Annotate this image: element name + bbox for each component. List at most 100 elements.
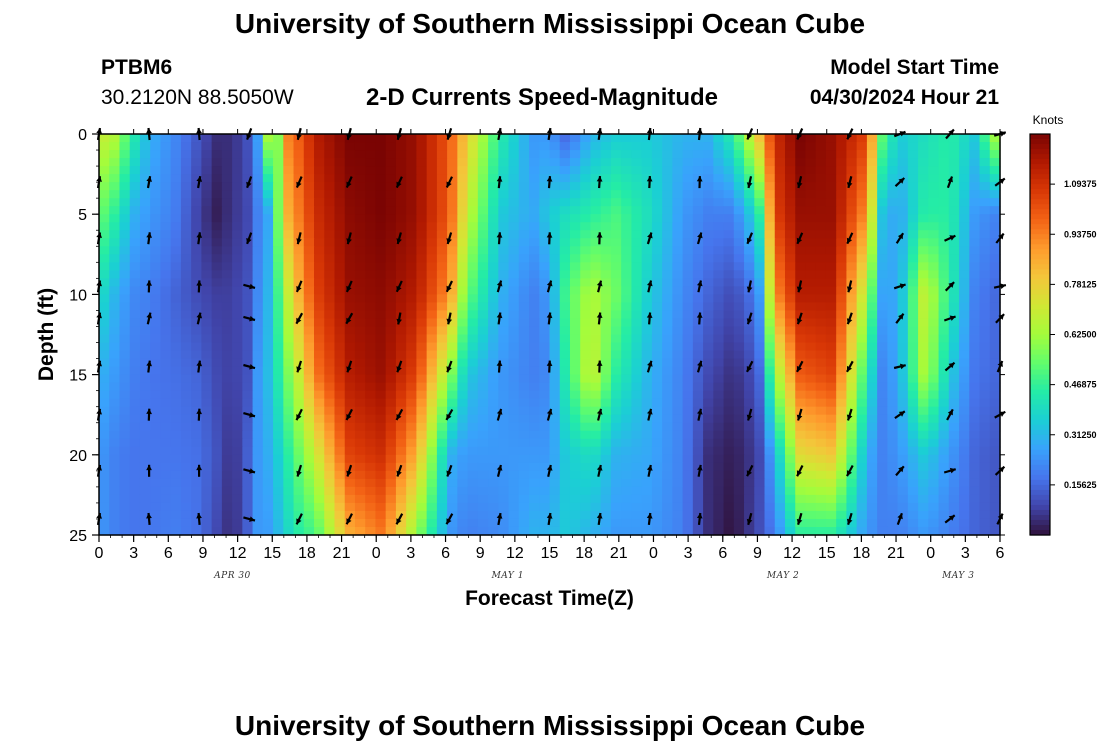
heatmap-cell [795, 326, 807, 336]
heatmap-cell [365, 182, 377, 191]
heatmap-cell [160, 150, 172, 159]
heatmap-cell [191, 446, 202, 456]
heatmap-cell [160, 222, 172, 231]
heatmap-cell [610, 310, 622, 320]
heatmap-cell [569, 358, 581, 368]
heatmap-cell [907, 334, 919, 344]
heatmap-cell [211, 318, 223, 328]
heatmap-cell [938, 198, 950, 207]
heatmap-cell [293, 166, 305, 175]
heatmap-cell [846, 182, 858, 191]
heatmap-cell [283, 478, 295, 488]
heatmap-cell [744, 206, 755, 215]
heatmap-cell [948, 270, 960, 279]
heatmap-cell [314, 222, 325, 231]
heatmap-cell [232, 246, 243, 255]
heatmap-cell [928, 206, 940, 215]
heatmap-cell [948, 494, 960, 504]
heatmap-cell [170, 494, 182, 504]
heatmap-cell [426, 286, 438, 295]
heatmap-cell [191, 190, 202, 199]
heatmap-cell [969, 182, 981, 191]
heatmap-cell [641, 198, 653, 207]
heatmap-cell [201, 198, 213, 207]
heatmap-cell [989, 174, 1001, 183]
heatmap-cell [887, 510, 899, 520]
heatmap-cell [600, 334, 612, 344]
arrow-head [496, 128, 503, 134]
heatmap-cell [375, 406, 387, 416]
heatmap-cell [938, 406, 950, 416]
heatmap-cell [211, 382, 223, 392]
heatmap-cell [139, 502, 151, 512]
heatmap-cell [887, 446, 899, 456]
heatmap-cell [918, 206, 929, 215]
arrow-head [746, 470, 752, 477]
heatmap-cell [897, 302, 909, 312]
heatmap-cell [948, 526, 960, 536]
heatmap-cell [754, 478, 766, 488]
heatmap-cell [979, 190, 991, 199]
heatmap-cell [262, 374, 274, 384]
heatmap-cell [354, 318, 366, 328]
heatmap-cell [979, 158, 991, 167]
heatmap-cell [539, 510, 551, 520]
current-arrow [395, 176, 403, 189]
heatmap-cell [856, 526, 868, 536]
heatmap-cell [375, 182, 387, 191]
heatmap-cell [877, 390, 888, 400]
heatmap-cell [252, 310, 264, 320]
heatmap-cell [703, 486, 714, 496]
heatmap-cell [508, 246, 520, 255]
arrow-head [746, 133, 753, 140]
heatmap-cell [436, 526, 448, 536]
heatmap-cell [938, 382, 950, 392]
heatmap-cell [784, 422, 796, 432]
heatmap-cell [139, 254, 151, 263]
heatmap-cell [774, 270, 786, 279]
heatmap-cell [784, 198, 796, 207]
heatmap-cell [324, 270, 336, 279]
heatmap-cell [273, 206, 284, 215]
heatmap-cell [631, 334, 643, 344]
heatmap-cell [211, 302, 223, 312]
heatmap-cell [580, 190, 592, 199]
heatmap-cell [692, 438, 704, 448]
heatmap-cell [641, 486, 653, 496]
heatmap-cell [549, 478, 561, 488]
heatmap-cell [580, 358, 592, 368]
heatmap-cell [989, 142, 1001, 151]
heatmap-cell [488, 222, 499, 231]
heatmap-cell [948, 406, 960, 416]
heatmap-cell [918, 462, 929, 472]
heatmap-cell [979, 390, 991, 400]
heatmap-cell [498, 366, 510, 376]
heatmap-cell [99, 222, 110, 231]
heatmap-cell [129, 318, 141, 328]
heatmap-cell [610, 238, 622, 247]
heatmap-cell [262, 278, 274, 287]
heatmap-cell [692, 334, 704, 344]
heatmap-cell [160, 374, 172, 384]
heatmap-cell [447, 438, 458, 448]
heatmap-cell [467, 422, 479, 432]
heatmap-cell [344, 182, 356, 191]
heatmap-cell [416, 454, 428, 464]
heatmap-cell [549, 206, 561, 215]
heatmap-cell [436, 374, 448, 384]
heatmap-cell [764, 526, 776, 536]
heatmap-cell [457, 430, 469, 440]
heatmap-cell [262, 350, 274, 360]
current-arrow [345, 176, 353, 189]
heatmap-cell [457, 222, 469, 231]
heatmap-cell [836, 334, 848, 344]
heatmap-cell [416, 190, 428, 199]
heatmap-cell [723, 294, 735, 304]
heatmap-cell [723, 406, 735, 416]
heatmap-cell [692, 446, 704, 456]
heatmap-cell [651, 134, 663, 143]
heatmap-cell [139, 390, 151, 400]
heatmap-cell [856, 342, 868, 352]
heatmap-cell [948, 222, 960, 231]
heatmap-cell [959, 486, 970, 496]
